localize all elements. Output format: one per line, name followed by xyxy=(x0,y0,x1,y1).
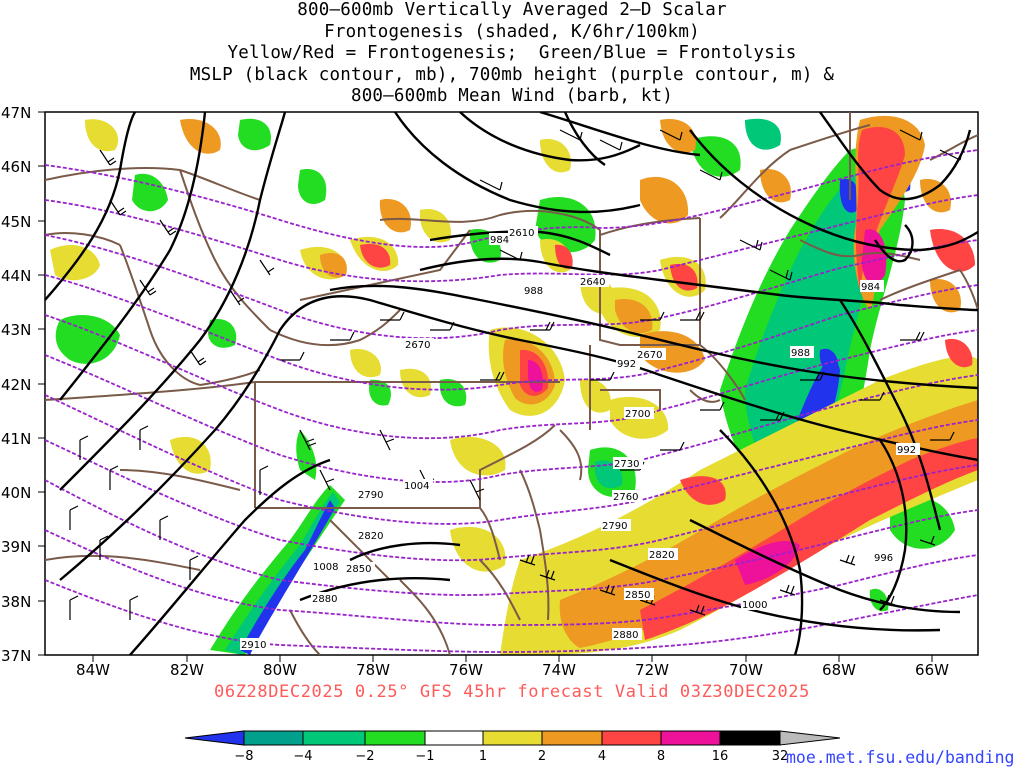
height-label-2730: 2730 xyxy=(614,459,639,470)
height-label-2670-east: 2670 xyxy=(637,350,662,361)
lat-label-45n: 45N xyxy=(1,213,31,231)
title-line-4: MSLP (black contour, mb), 700mb height (… xyxy=(189,64,835,85)
lat-label-42n: 42N xyxy=(1,376,31,394)
mslp-label-984: 984 xyxy=(490,235,509,246)
height-label-2850-west: 2850 xyxy=(346,564,371,575)
mslp-label-984-ne: 984 xyxy=(861,282,880,293)
mslp-label-996: 996 xyxy=(874,553,893,564)
colorbar-swatch-5 xyxy=(482,730,543,746)
colorbar-swatch-3 xyxy=(364,730,426,746)
lon-label-80w: 80W xyxy=(263,661,297,679)
colorbar-label-8: 8 xyxy=(657,749,665,764)
mslp-label-1000: 1000 xyxy=(742,600,767,611)
mslp-contours xyxy=(45,112,978,655)
lat-label-46n: 46N xyxy=(1,158,31,176)
lat-label-37n: 37N xyxy=(1,647,31,665)
colorbar-swatch-6 xyxy=(541,730,603,746)
height-label-2820-west: 2820 xyxy=(358,531,383,542)
colorbar-label-neg8: −8 xyxy=(234,749,253,764)
longitude-axis: 84W 82W 80W 78W 76W 74W 72W 70W 68W 66W xyxy=(76,655,949,679)
map-title: 800–600mb Vertically Averaged 2–D Scalar… xyxy=(0,0,1024,108)
mslp-label-988: 988 xyxy=(524,286,543,297)
lat-label-40n: 40N xyxy=(1,484,31,502)
title-line-5: 800–600mb Mean Wind (barb, kt) xyxy=(350,86,674,106)
colorbar-label-16: 16 xyxy=(712,749,729,764)
height-label-2880-west: 2880 xyxy=(312,594,337,605)
political-boundaries xyxy=(45,112,978,655)
title-line-1: 800–600mb Vertically Averaged 2–D Scalar xyxy=(297,0,727,20)
colorbar-swatch-4 xyxy=(424,730,484,746)
mslp-label-992: 992 xyxy=(617,359,636,370)
lon-label-74w: 74W xyxy=(542,661,576,679)
lat-label-47n: 47N xyxy=(1,104,31,122)
mslp-label-1004: 1004 xyxy=(404,481,429,492)
latitude-axis: 47N 46N 45N 44N 43N 42N 41N 40N 39N 38N … xyxy=(1,104,45,665)
height-label-2640: 2640 xyxy=(580,277,605,288)
wind-barbs xyxy=(69,129,963,620)
mslp-label-1008: 1008 xyxy=(313,562,338,573)
colorbar-label-1: 1 xyxy=(479,749,487,764)
lat-label-38n: 38N xyxy=(1,593,31,611)
mslp-labels: 984 988 992 996 1000 1004 1008 984 988 9… xyxy=(312,233,920,611)
colorbar-label-neg1: −1 xyxy=(415,749,434,764)
lat-label-43n: 43N xyxy=(1,321,31,339)
lon-label-68w: 68W xyxy=(822,661,856,679)
lon-label-72w: 72W xyxy=(635,661,669,679)
height-label-2760: 2760 xyxy=(613,492,638,503)
lon-label-70w: 70W xyxy=(729,661,763,679)
colorbar-label-32: 32 xyxy=(772,749,789,764)
lon-label-84w: 84W xyxy=(76,661,110,679)
height-labels: 2610 2640 2670 2670 2700 2730 2760 2790 … xyxy=(240,226,678,651)
shading-layer xyxy=(45,112,978,655)
credit-url[interactable]: moe.met.fsu.edu/banding xyxy=(786,748,1015,767)
height-label-2790-east: 2790 xyxy=(602,521,627,532)
colorbar-swatch-0 xyxy=(184,730,245,746)
lat-label-44n: 44N xyxy=(1,267,31,285)
colorbar-label-neg4: −4 xyxy=(293,749,312,764)
height-label-2910: 2910 xyxy=(241,640,266,651)
colorbar: −8 −4 −2 −1 1 2 4 8 16 32 xyxy=(184,730,841,764)
height-label-2790-west: 2790 xyxy=(358,490,383,501)
mslp-label-988-ne: 988 xyxy=(791,348,810,359)
colorbar-label-2: 2 xyxy=(538,749,546,764)
colorbar-swatch-8 xyxy=(660,730,721,746)
title-line-3: Yellow/Red = Frontogenesis; Green/Blue =… xyxy=(227,43,797,63)
height-contours xyxy=(45,149,978,653)
lon-label-82w: 82W xyxy=(170,661,204,679)
lat-label-41n: 41N xyxy=(1,430,31,448)
lon-label-78w: 78W xyxy=(356,661,390,679)
colorbar-swatch-10 xyxy=(779,730,841,746)
height-label-2670-west: 2670 xyxy=(405,340,430,351)
lat-label-39n: 39N xyxy=(1,538,31,556)
colorbar-label-neg2: −2 xyxy=(355,749,374,764)
lon-label-66w: 66W xyxy=(915,661,949,679)
mslp-label-992-se: 992 xyxy=(897,445,916,456)
height-label-2700: 2700 xyxy=(625,409,650,420)
colorbar-label-4: 4 xyxy=(598,749,606,764)
colorbar-swatch-7 xyxy=(601,730,662,746)
height-label-2820-east: 2820 xyxy=(649,550,674,561)
height-label-2610: 2610 xyxy=(509,228,534,239)
height-label-2850-east: 2850 xyxy=(625,590,650,601)
lon-label-76w: 76W xyxy=(449,661,483,679)
height-label-2880-east: 2880 xyxy=(613,630,638,641)
colorbar-swatch-1 xyxy=(243,730,304,746)
forecast-valid-line: 06Z28DEC2025 0.25° GFS 45hr forecast Val… xyxy=(214,682,810,702)
colorbar-swatch-9 xyxy=(719,730,781,746)
title-line-2: Frontogenesis (shaded, K/6hr/100km) xyxy=(324,21,700,42)
colorbar-swatch-2 xyxy=(302,730,366,746)
